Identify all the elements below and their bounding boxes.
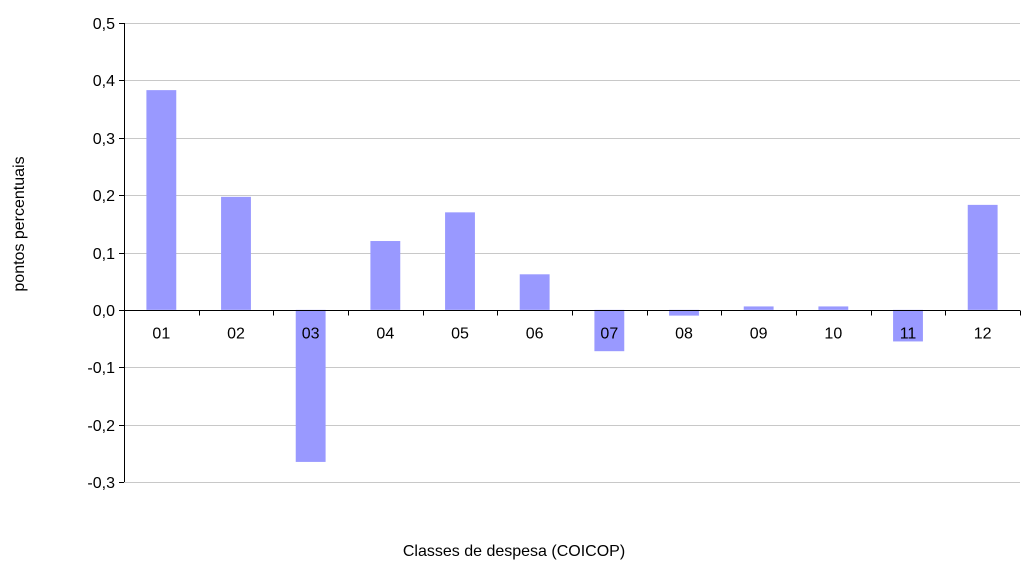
x-tick-label: 06 — [526, 326, 544, 343]
bar-05 — [445, 212, 475, 310]
bar-09 — [743, 306, 774, 310]
axes — [119, 23, 1021, 483]
bar-02 — [221, 196, 251, 310]
x-tick-label: 10 — [824, 326, 842, 343]
y-tick-label: 0,0 — [93, 303, 115, 320]
x-tick-label: 11 — [900, 326, 917, 343]
y-tick-label: 0,4 — [93, 73, 115, 90]
x-tick-label: 07 — [600, 326, 618, 343]
grid-lines — [124, 23, 1020, 483]
y-tick-label: 0,5 — [93, 16, 115, 33]
bar-04 — [370, 241, 401, 310]
y-tick-label: -0,3 — [87, 475, 115, 492]
y-tick-label: 0,2 — [93, 188, 115, 205]
x-axis-title: Classes de despesa (COICOP) — [403, 543, 625, 560]
bar-11 — [893, 309, 923, 342]
bar-08 — [669, 309, 699, 316]
x-tick-label: 05 — [451, 326, 469, 343]
x-tick-label: 09 — [750, 326, 768, 343]
y-tick-label: -0,2 — [87, 418, 115, 435]
y-tick-label: 0,3 — [93, 131, 115, 148]
x-tick-labels: 01 02 03 04 05 06 07 08 09 10 11 12 — [152, 326, 991, 343]
bar-07 — [594, 309, 625, 352]
y-tick-label: 0,1 — [93, 246, 115, 263]
bar-01 — [146, 90, 177, 310]
x-tick-label: 02 — [227, 326, 245, 343]
y-axis-title: pontos percentuais — [11, 156, 28, 291]
y-tick-labels: 0,5 0,4 0,3 0,2 0,1 0,0 -0,1 -0,2 -0,3 — [87, 16, 115, 492]
x-tick-label: 04 — [376, 326, 394, 343]
x-tick-label: 12 — [974, 326, 992, 343]
x-tick-label: 03 — [302, 326, 320, 343]
x-tick-label: 01 — [152, 326, 170, 343]
bar-10 — [818, 306, 849, 310]
x-tick-label: 08 — [675, 326, 693, 343]
bar-06 — [519, 274, 550, 310]
bars — [146, 90, 998, 462]
bar-12 — [967, 204, 998, 310]
bar-03 — [295, 309, 326, 462]
y-tick-label: -0,1 — [87, 360, 115, 377]
